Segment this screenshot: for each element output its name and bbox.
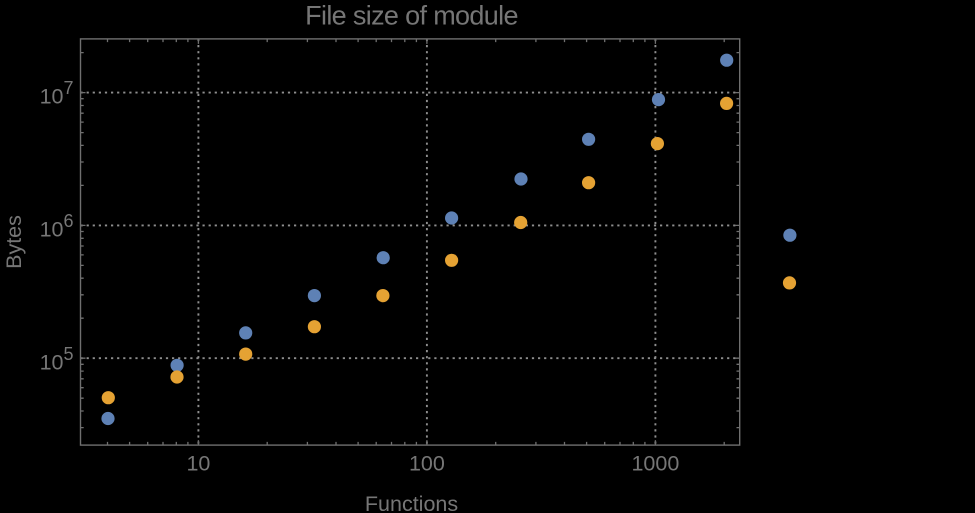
svg-text:107: 107 xyxy=(40,78,74,109)
svg-text:106: 106 xyxy=(40,211,74,242)
svg-text:1000: 1000 xyxy=(631,452,679,476)
svg-text:10: 10 xyxy=(186,452,210,476)
svg-text:100: 100 xyxy=(409,452,445,476)
svg-text:105: 105 xyxy=(40,344,74,375)
svg-text:Functions: Functions xyxy=(365,492,458,513)
svg-text:Bytes: Bytes xyxy=(2,215,26,269)
svg-text:File size of module: File size of module xyxy=(305,1,518,31)
